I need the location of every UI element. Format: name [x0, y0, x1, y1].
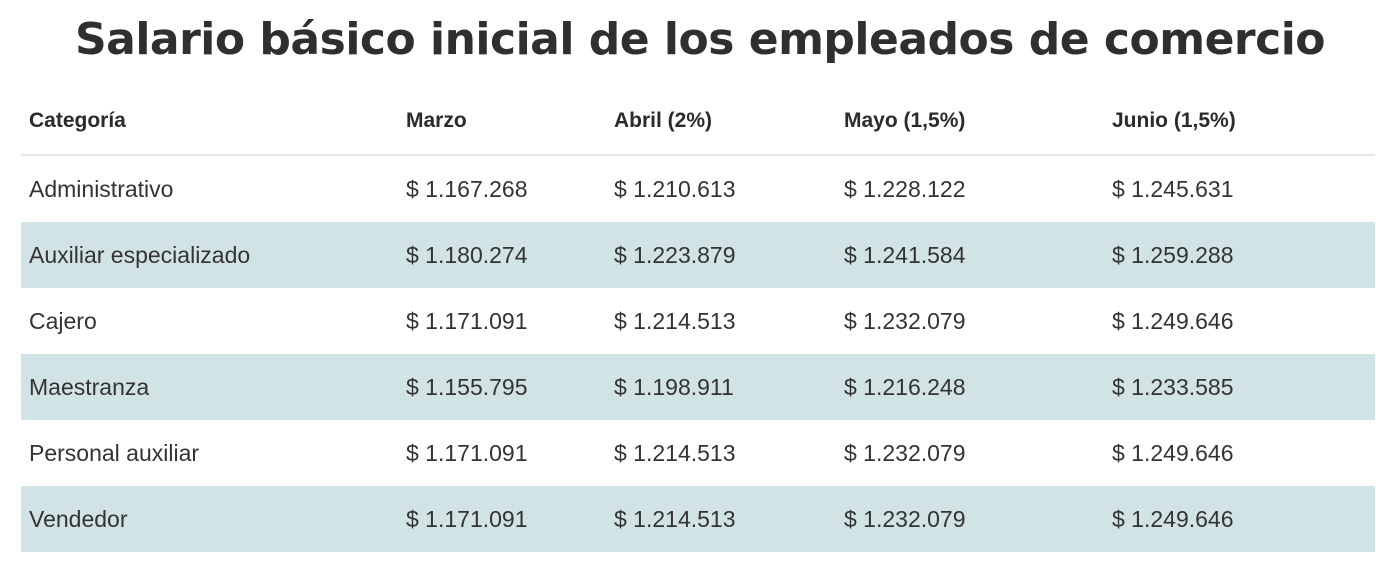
cell-marzo: $ 1.171.091: [406, 439, 528, 466]
row-category: Administrativo: [29, 175, 174, 202]
cell-abril: $ 1.223.879: [614, 241, 736, 268]
table-row: Maestranza $ 1.155.795 $ 1.198.911 $ 1.2…: [21, 354, 1375, 420]
table-row: Personal auxiliar $ 1.171.091 $ 1.214.51…: [21, 420, 1375, 486]
cell-mayo: $ 1.232.079: [844, 307, 966, 334]
cell-marzo: $ 1.180.274: [406, 241, 528, 268]
cell-mayo: $ 1.232.079: [844, 439, 966, 466]
cell-junio: $ 1.245.631: [1112, 175, 1234, 202]
cell-junio: $ 1.249.646: [1112, 505, 1234, 532]
cell-mayo: $ 1.232.079: [844, 505, 966, 532]
cell-abril: $ 1.210.613: [614, 175, 736, 202]
header-abril: Abril (2%): [614, 109, 713, 132]
cell-abril: $ 1.198.911: [614, 373, 734, 400]
table-header-row: Categoría Marzo Abril (2%) Mayo (1,5%) J…: [21, 88, 1375, 156]
cell-marzo: $ 1.155.795: [406, 373, 528, 400]
table-row: Cajero $ 1.171.091 $ 1.214.513 $ 1.232.0…: [21, 288, 1375, 354]
cell-abril: $ 1.214.513: [614, 439, 736, 466]
table-title: Salario básico inicial de los empleados …: [74, 14, 1326, 65]
header-junio: Junio (1,5%): [1112, 109, 1236, 132]
row-category: Maestranza: [29, 373, 150, 400]
row-category: Cajero: [29, 307, 97, 334]
cell-abril: $ 1.214.513: [614, 505, 736, 532]
header-marzo: Marzo: [406, 109, 467, 132]
salary-table: Categoría Marzo Abril (2%) Mayo (1,5%) J…: [21, 88, 1375, 552]
cell-marzo: $ 1.167.268: [406, 175, 528, 202]
cell-junio: $ 1.259.288: [1112, 241, 1234, 268]
cell-junio: $ 1.249.646: [1112, 439, 1234, 466]
header-mayo: Mayo (1,5%): [844, 109, 966, 132]
table-row: Vendedor $ 1.171.091 $ 1.214.513 $ 1.232…: [21, 486, 1375, 552]
table-row: Auxiliar especializado $ 1.180.274 $ 1.2…: [21, 222, 1375, 288]
header-categoria: Categoría: [29, 109, 126, 132]
row-category: Personal auxiliar: [29, 439, 200, 466]
table-row: Administrativo $ 1.167.268 $ 1.210.613 $…: [21, 156, 1375, 222]
cell-marzo: $ 1.171.091: [406, 505, 528, 532]
cell-mayo: $ 1.216.248: [844, 373, 966, 400]
cell-mayo: $ 1.228.122: [844, 175, 966, 202]
cell-marzo: $ 1.171.091: [406, 307, 528, 334]
cell-junio: $ 1.233.585: [1112, 373, 1234, 400]
row-category: Vendedor: [29, 505, 128, 532]
cell-junio: $ 1.249.646: [1112, 307, 1234, 334]
row-category: Auxiliar especializado: [29, 241, 251, 268]
cell-mayo: $ 1.241.584: [844, 241, 966, 268]
cell-abril: $ 1.214.513: [614, 307, 736, 334]
